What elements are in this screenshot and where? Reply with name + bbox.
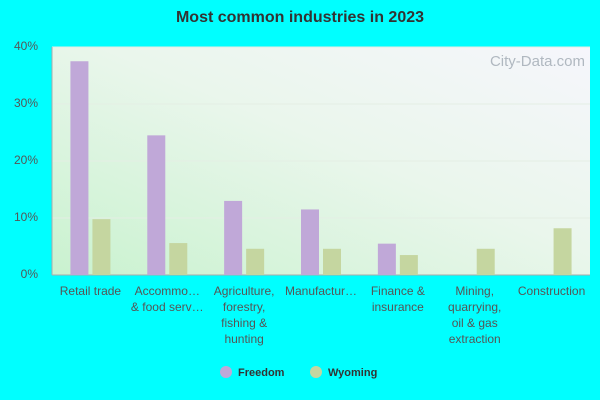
bar	[476, 248, 495, 275]
bar	[553, 228, 572, 275]
x-tick-label: Construction	[518, 284, 585, 298]
x-tick-label: Manufactur…	[285, 284, 357, 298]
bar	[377, 243, 396, 275]
bar	[92, 219, 111, 275]
bar	[169, 243, 188, 275]
y-tick-label: 10%	[14, 210, 38, 224]
bar	[246, 248, 265, 275]
x-tick-label: quarrying,	[448, 300, 501, 314]
legend-label: Freedom	[238, 367, 285, 379]
bar	[70, 61, 89, 275]
x-tick-label: forestry,	[223, 300, 265, 314]
x-tick-label: hunting	[224, 332, 263, 346]
chart-title: Most common industries in 2023	[176, 9, 424, 26]
x-tick-label: Mining,	[455, 284, 494, 298]
x-tick-label: insurance	[372, 300, 424, 314]
x-tick-label: Agriculture,	[214, 284, 275, 298]
x-tick-label: & food serv…	[131, 300, 204, 314]
legend-label: Wyoming	[328, 367, 377, 379]
y-tick-label: 0%	[21, 267, 39, 281]
y-tick-label: 30%	[14, 96, 38, 110]
watermark: City-Data.com	[490, 53, 585, 70]
bar	[301, 209, 319, 275]
x-tick-label: oil & gas	[452, 316, 498, 330]
bar	[224, 200, 243, 275]
x-tick-label: fishing &	[221, 316, 267, 330]
bar	[323, 248, 341, 275]
y-tick-label: 40%	[14, 39, 38, 53]
legend-swatch	[220, 366, 232, 378]
y-tick-label: 20%	[14, 153, 38, 167]
x-tick-label: Retail trade	[60, 284, 122, 298]
legend-swatch	[310, 366, 322, 378]
bar	[147, 135, 166, 275]
bar	[399, 255, 418, 275]
x-tick-label: extraction	[449, 332, 501, 346]
x-tick-label: Accommo…	[135, 284, 200, 298]
x-tick-label: Finance &	[371, 284, 425, 298]
